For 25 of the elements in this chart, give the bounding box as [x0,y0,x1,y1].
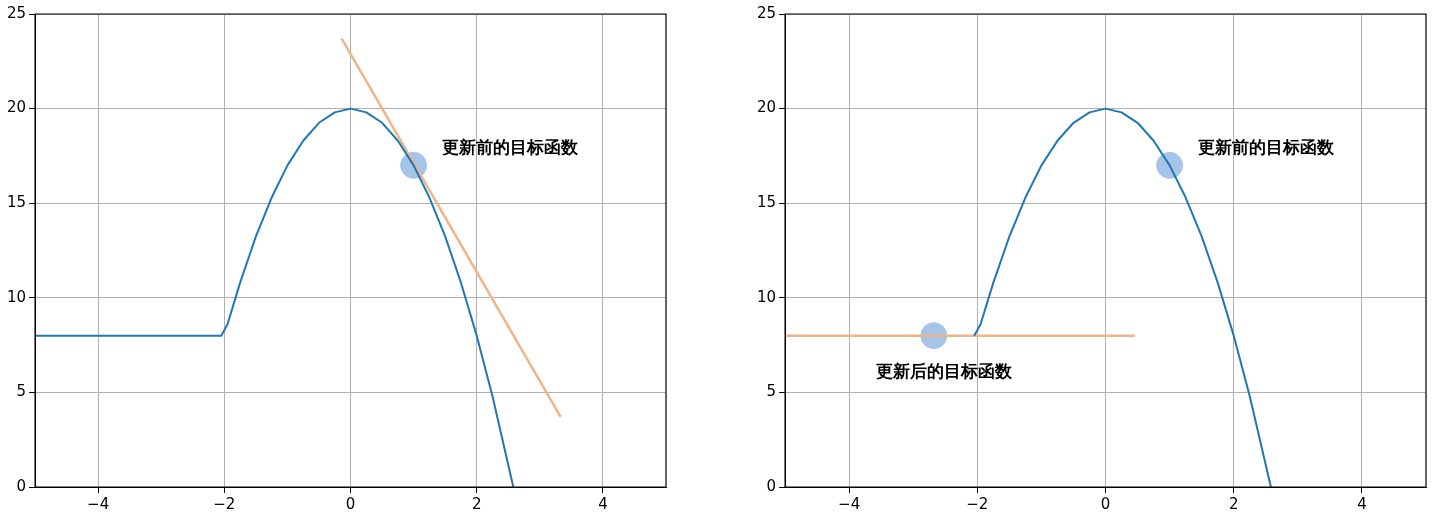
y-tick-label: 0 [16,476,27,495]
x-tick-label: 2 [1228,494,1239,513]
x-tick-label: 4 [1357,494,1367,513]
x-tick-label: 4 [598,494,608,513]
y-tick-label: 25 [756,3,777,22]
x-tick-label: −2 [213,494,236,513]
x-tick-label: −4 [87,494,110,513]
x-tick-label: 0 [1100,494,1111,513]
y-tick-label: 25 [6,3,27,22]
x-tick-label: −2 [966,494,989,513]
y-tick-label: 15 [756,193,777,212]
y-tick-label: 15 [6,193,27,212]
annotation: 更新后的目标函数 [875,361,1013,382]
y-tick-label: 5 [766,382,777,401]
x-tick-label: 2 [471,494,482,513]
y-tick-label: 10 [6,287,27,306]
x-tick-label: −4 [838,494,861,513]
annotation: 更新前的目标函数 [441,136,579,157]
y-tick-label: 0 [766,476,777,495]
x-tick-label: 0 [345,494,356,513]
annotation: 更新前的目标函数 [1197,136,1335,157]
y-tick-label: 10 [756,287,777,306]
y-tick-label: 20 [6,98,27,117]
y-tick-label: 5 [16,382,27,401]
y-tick-label: 20 [756,98,777,117]
